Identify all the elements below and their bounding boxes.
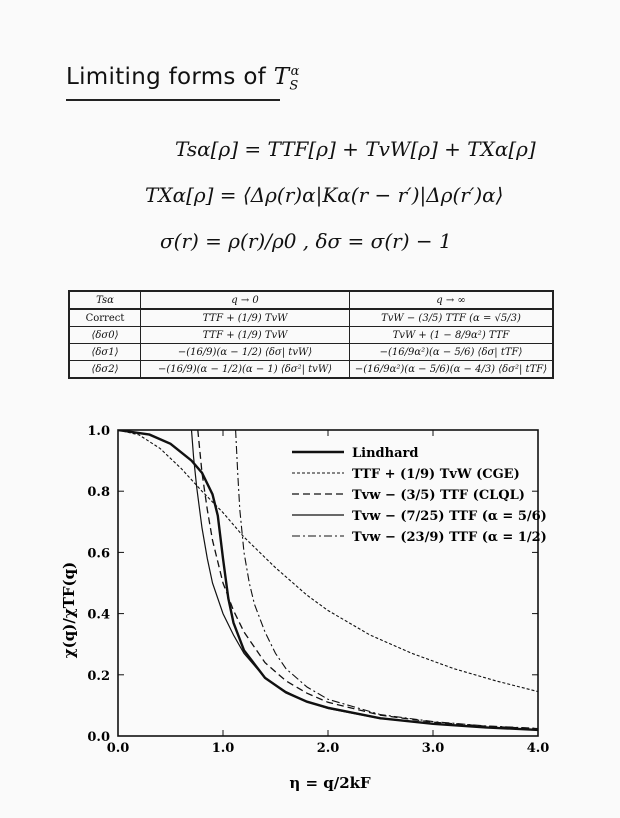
y-axis-label: χ(q)/χTF(q)	[60, 562, 78, 658]
legend-label: Lindhard	[352, 446, 418, 461]
title-underline	[66, 99, 280, 101]
y-tick-label: 0.2	[87, 669, 110, 684]
table-cell: −(16/9α²)(α − 5/6) ⟨δσ| tTF⟩	[349, 343, 554, 361]
x-tick-label: 3.0	[422, 741, 445, 756]
limits-table: Tsα q → 0 q → ∞ Correct TTF + (1/9) TvW …	[68, 290, 554, 379]
table-cell: TvW − (3/5) TTF (α = √5/3)	[349, 308, 554, 327]
table-cell: ⟨δσ1⟩	[68, 343, 141, 361]
table-header-row: Tsα q → 0 q → ∞	[68, 290, 554, 310]
series-line-1	[118, 430, 538, 693]
equation-tx: TXα[ρ] = ⟨Δρ(r)α|Kα(r − r′)|Δρ(r′)α⟩	[145, 183, 504, 207]
series-lines	[118, 430, 538, 732]
y-tick-label: 1.0	[87, 424, 110, 439]
table-row: ⟨δσ1⟩ −(16/9)(α − 1/2) ⟨δσ| tvW⟩ −(16/9α…	[68, 343, 554, 361]
title-text: Limiting forms of	[66, 64, 274, 90]
table-row: ⟨δσ2⟩ −(16/9)(α − 1/2)(α − 1) ⟨δσ²| tvW⟩…	[68, 360, 554, 379]
series-line-3	[190, 430, 538, 731]
table-cell: Correct	[68, 308, 141, 327]
table-header: q → 0	[140, 290, 350, 310]
y-tick-label: 0.8	[87, 485, 110, 500]
equation-sigma: σ(r) = ρ(r)/ρ0 , δσ = σ(r) − 1	[160, 229, 452, 253]
legend-label: Tvw − (7/25) TTF (α = 5/6)	[352, 509, 547, 524]
series-line-2	[197, 430, 538, 730]
legend-label: Tvw − (23/9) TTF (α = 1/2)	[352, 530, 547, 545]
table-cell: ⟨δσ0⟩	[68, 326, 141, 344]
table-cell: TvW + (1 − 8/9α²) TTF	[349, 326, 554, 344]
tick-labels: 0.0 1.0 2.0 3.0 4.0 0.0 0.2 0.4 0.6 0.8 1.0	[87, 424, 549, 756]
table-header: q → ∞	[349, 290, 554, 310]
legend-label: TTF + (1/9) TvW (CGE)	[352, 467, 520, 482]
table-cell: TTF + (1/9) TvW	[140, 308, 350, 327]
table-cell: −(16/9)(α − 1/2) ⟨δσ| tvW⟩	[140, 343, 350, 361]
x-tick-label: 4.0	[527, 741, 550, 756]
table-cell: −(16/9α²)(α − 5/6)(α − 4/3) ⟨δσ²| tTF⟩	[349, 360, 554, 379]
page-title: Limiting forms of TSα	[66, 64, 300, 94]
table-cell: ⟨δσ2⟩	[68, 360, 141, 379]
y-tick-label: 0.0	[87, 730, 110, 745]
susceptibility-chart: 0.0 1.0 2.0 3.0 4.0 0.0 0.2 0.4 0.6 0.8 1.0 Lindha…	[60, 424, 549, 792]
legend-label: Tvw − (3/5) TTF (CLQL)	[352, 488, 525, 503]
x-tick-label: 1.0	[212, 741, 235, 756]
table-row: ⟨δσ0⟩ TTF + (1/9) TvW TvW + (1 − 8/9α²) …	[68, 326, 554, 344]
legend: Lindhard TTF + (1/9) TvW (CGE) Tvw − (3/5)…	[292, 446, 547, 545]
x-tick-label: 2.0	[317, 741, 340, 756]
table-row: Correct TTF + (1/9) TvW TvW − (3/5) TTF …	[68, 308, 554, 327]
table-cell: −(16/9)(α − 1/2)(α − 1) ⟨δσ²| tvW⟩	[140, 360, 350, 379]
title-math: TSα	[273, 64, 300, 94]
x-tick-label: 0.0	[107, 741, 130, 756]
table-cell: TTF + (1/9) TvW	[140, 326, 350, 344]
y-tick-label: 0.4	[87, 608, 110, 623]
series-line-4	[235, 430, 538, 729]
table-header: Tsα	[68, 290, 141, 310]
y-tick-label: 0.6	[87, 546, 110, 561]
equation-kinetic: Tsα[ρ] = TTF[ρ] + TvW[ρ] + TXα[ρ]	[175, 137, 536, 161]
x-axis-label: η = q/2kF	[289, 774, 371, 792]
